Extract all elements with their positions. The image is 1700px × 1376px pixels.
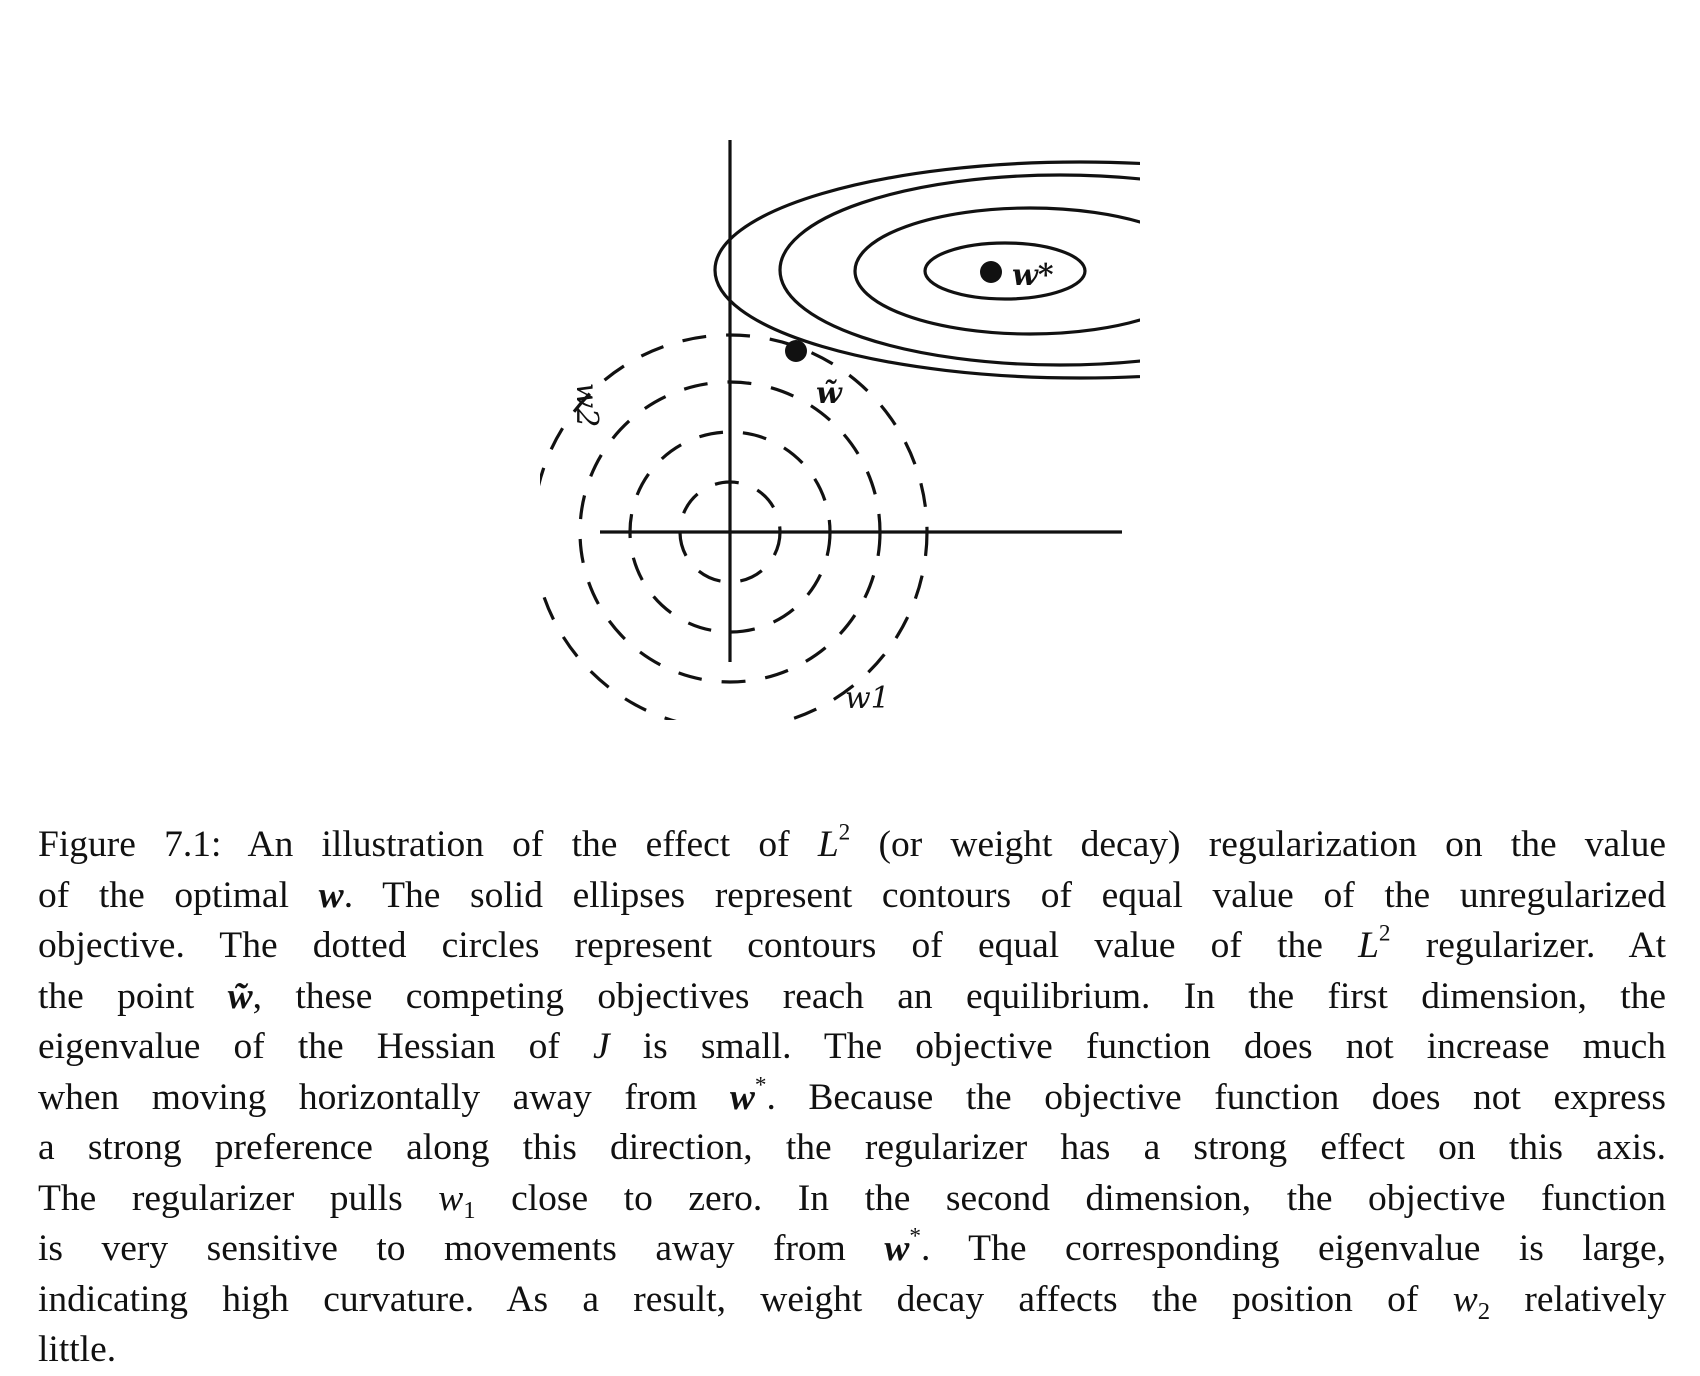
caption-text: a strong preference along this direction…	[38, 1127, 1666, 1168]
caption-line: indicating high curvature. As a result, …	[38, 1275, 1666, 1326]
caption-line: a strong preference along this direction…	[38, 1123, 1666, 1174]
regularizer-contour-4	[540, 333, 929, 720]
caption-line: objective. The dotted circles represent …	[38, 921, 1666, 972]
caption-text: indicating high curvature. As a result, …	[38, 1278, 1453, 1320]
caption-text: w	[438, 1177, 464, 1219]
regularization-figure: w* w̃ w1 w2	[540, 140, 1140, 720]
caption-text: L	[817, 824, 839, 865]
caption-text: w	[884, 1228, 910, 1269]
caption-text: . The solid ellipses represent contours …	[343, 874, 1666, 916]
caption-text: . Because the objective function does no…	[766, 1076, 1666, 1118]
objective-contour-2	[853, 206, 1140, 336]
figure-caption: Figure 7.1: An illustration of the effec…	[38, 820, 1666, 1376]
caption-text: 1	[463, 1196, 476, 1224]
caption-line: little.	[38, 1325, 1666, 1376]
caption-text: The regularizer pulls	[38, 1177, 439, 1219]
caption-line: is very sensitive to movements away from…	[38, 1224, 1666, 1275]
caption-text: of the optimal	[38, 874, 319, 916]
caption-text: Figure 7.1: An illustration of the effec…	[38, 824, 818, 865]
caption-line: Figure 7.1: An illustration of the effec…	[38, 820, 1666, 871]
caption-text: L	[1358, 925, 1379, 966]
caption-text: little.	[38, 1329, 117, 1370]
caption-line: The regularizer pulls w1 close to zero. …	[38, 1174, 1666, 1225]
caption-text: J	[592, 1026, 610, 1067]
objective-contour-3	[778, 173, 1140, 367]
caption-text: w	[1452, 1278, 1478, 1320]
caption-text: eigenvalue of the Hessian of	[38, 1026, 593, 1067]
caption-text: the point	[38, 975, 228, 1017]
caption-text: is very sensitive to movements away from	[38, 1228, 885, 1269]
caption-text: *	[754, 1071, 767, 1098]
caption-line: of the optimal w. The solid ellipses rep…	[38, 871, 1666, 922]
w2-axis-label: w2	[569, 383, 604, 428]
caption-text: regularizer. At	[1390, 925, 1666, 966]
w-tilde-label: w̃	[816, 376, 843, 411]
objective-contour-4	[713, 160, 1140, 380]
caption-text: w	[318, 874, 344, 916]
caption-text: *	[909, 1223, 921, 1250]
caption-text: , these competing objectives reach an eq…	[252, 975, 1667, 1017]
w-star-point	[980, 261, 1002, 283]
caption-text: is small. The objective function does no…	[609, 1026, 1666, 1067]
caption-line: the point w̃, these competing objectives…	[38, 972, 1666, 1023]
caption-line: when moving horizontally away from w*. B…	[38, 1073, 1666, 1124]
w-tilde-point	[785, 340, 807, 362]
caption-text: when moving horizontally away from	[38, 1076, 730, 1118]
caption-line: eigenvalue of the Hessian of J is small.…	[38, 1022, 1666, 1073]
caption-text: 2	[1378, 920, 1391, 947]
w1-axis-label: w1	[845, 681, 890, 716]
regularizer-contour-3	[578, 380, 882, 684]
caption-text: (or weight decay) regularization on the …	[850, 824, 1666, 865]
caption-text: 2	[1477, 1297, 1491, 1325]
caption-text: w	[729, 1076, 755, 1118]
regularizer-contour-2	[628, 430, 832, 634]
caption-text: objective. The dotted circles represent …	[38, 925, 1359, 966]
regularizer-contour-1	[678, 480, 782, 584]
objective-contour-1	[923, 241, 1087, 301]
caption-text: w̃	[227, 975, 253, 1017]
w-star-label: w*	[1012, 258, 1054, 293]
caption-text: 2	[838, 819, 851, 846]
caption-text: close to zero. In the second dimension, …	[475, 1177, 1666, 1219]
caption-text: relatively	[1490, 1278, 1666, 1320]
caption-text: . The corresponding eigenvalue is large,	[920, 1228, 1666, 1269]
